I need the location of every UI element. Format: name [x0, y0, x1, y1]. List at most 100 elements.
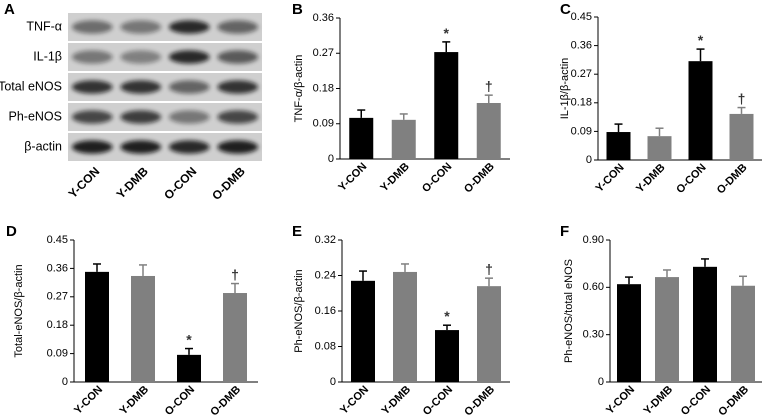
y-tick-label: 0 — [598, 376, 604, 388]
y-tick-label: 0.27 — [571, 68, 592, 80]
lane-label: O-CON — [161, 164, 199, 202]
y-tick-label: 0.27 — [47, 291, 68, 303]
error-bar — [231, 282, 239, 294]
error-bar — [357, 109, 366, 118]
blot-band — [71, 80, 113, 94]
x-tick-label: Y-CON — [72, 384, 105, 417]
x-tick-label: O-DMB — [462, 384, 497, 419]
y-tick-label: 0 — [330, 376, 336, 388]
y-tick-label: 0.32 — [315, 234, 336, 246]
bar — [391, 119, 416, 159]
blot-band — [217, 20, 259, 34]
lane-label: Y-CON — [66, 164, 103, 201]
bar — [655, 277, 679, 382]
error-bar — [401, 263, 409, 272]
blot-band — [217, 50, 259, 64]
bar — [351, 280, 375, 382]
error-bar — [663, 269, 671, 278]
blot-band — [71, 110, 113, 124]
annotation: * — [444, 308, 450, 324]
blot-band — [168, 140, 210, 154]
y-tick-label: 0.36 — [47, 262, 68, 274]
x-tick-label: O-DMB — [208, 384, 243, 419]
panel-label: E — [292, 223, 302, 240]
row-label: Total eNOS — [0, 79, 62, 93]
bar — [647, 136, 672, 160]
x-tick-label: Y-CON — [593, 162, 626, 195]
panel-label: B — [292, 1, 303, 18]
x-tick-label: O-DMB — [715, 162, 750, 197]
y-axis-label: Ph-eNOS/total eNOS — [563, 259, 575, 363]
bar — [85, 271, 109, 382]
y-tick-label: 0.36 — [313, 12, 334, 24]
y-tick-label: 0.18 — [571, 97, 592, 109]
blot-band — [168, 50, 210, 64]
y-tick-label: 0.30 — [583, 329, 604, 341]
error-bar — [359, 270, 367, 281]
bar — [223, 293, 247, 382]
y-tick-label: 0.27 — [313, 47, 334, 59]
lane-label: Y-DMB — [114, 164, 151, 201]
y-tick-label: 0.09 — [571, 125, 592, 137]
panel-label: F — [560, 223, 569, 240]
error-bar — [737, 106, 746, 114]
y-tick-label: 0.36 — [571, 40, 592, 52]
blot-band — [120, 110, 162, 124]
y-tick-label: 0.45 — [571, 11, 592, 23]
annotation: * — [698, 32, 704, 48]
bar — [349, 117, 374, 159]
error-bar — [739, 275, 747, 286]
y-tick-label: 0 — [62, 376, 68, 388]
row-label: IL-1β — [33, 49, 62, 63]
y-tick-label: 0.24 — [315, 269, 336, 281]
x-tick-label: Y-CON — [338, 384, 371, 417]
blot-band — [71, 20, 113, 34]
row-label: Ph-eNOS — [9, 109, 63, 123]
error-bar — [442, 41, 451, 53]
error-bar — [625, 276, 633, 285]
bar — [177, 354, 201, 382]
x-tick-label: O-CON — [421, 384, 455, 418]
y-tick-label: 0.16 — [315, 305, 336, 317]
bar — [435, 330, 459, 382]
blot-band — [71, 50, 113, 64]
y-tick-label: 0.60 — [583, 281, 604, 293]
blot-band — [120, 20, 162, 34]
panel-label: D — [6, 223, 17, 240]
row-label: β-actin — [24, 139, 62, 153]
blot-band — [71, 140, 113, 154]
y-tick-label: 0.09 — [47, 348, 68, 360]
x-tick-label: O-DMB — [462, 161, 497, 196]
blot-band — [120, 80, 162, 94]
blot-band — [168, 110, 210, 124]
x-tick-label: O-CON — [674, 162, 708, 196]
y-tick-label: 0.18 — [47, 319, 68, 331]
blot-band — [168, 80, 210, 94]
y-tick-label: 0.09 — [313, 118, 334, 130]
y-tick-label: 0.08 — [315, 340, 336, 352]
error-bar — [185, 347, 193, 355]
y-tick-label: 0 — [586, 154, 592, 166]
annotation: † — [231, 267, 239, 283]
panel-label: C — [560, 1, 571, 18]
y-tick-label: 0.90 — [583, 234, 604, 246]
x-tick-label: Y-CON — [604, 384, 637, 417]
x-tick-label: Y-CON — [336, 161, 369, 194]
y-tick-label: 0.45 — [47, 234, 68, 246]
x-tick-label: O-DMB — [716, 384, 751, 419]
error-bar — [484, 94, 493, 103]
annotation: † — [738, 91, 746, 107]
bar — [693, 266, 717, 382]
x-tick-label: O-CON — [163, 384, 197, 418]
x-tick-label: O-CON — [679, 384, 713, 418]
error-bar — [443, 324, 451, 331]
annotation: * — [444, 25, 450, 41]
annotation: * — [186, 332, 192, 348]
error-bar — [614, 123, 623, 133]
lane-label: O-DMB — [209, 164, 248, 203]
error-bar — [139, 264, 147, 276]
bar — [393, 271, 417, 382]
y-axis-label: TNF-α/β-actin — [293, 55, 305, 123]
bar — [731, 285, 755, 382]
